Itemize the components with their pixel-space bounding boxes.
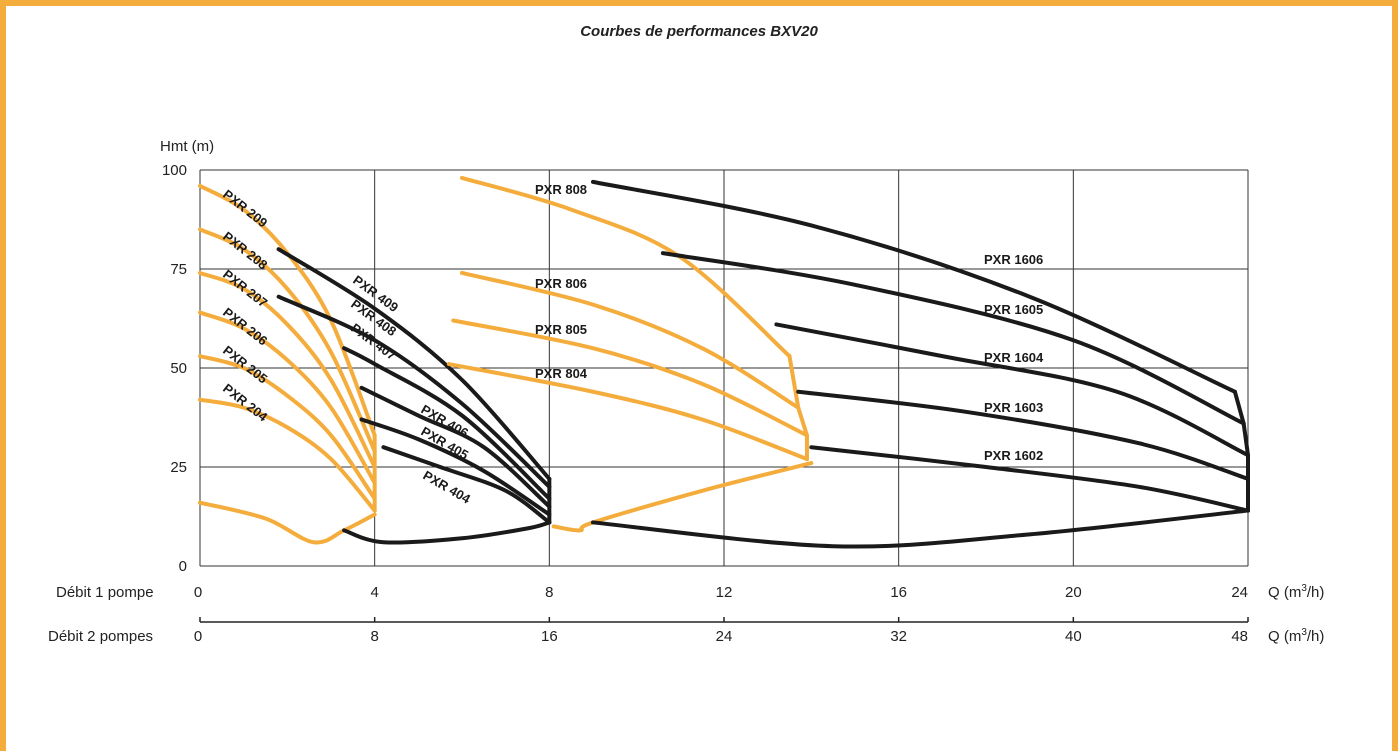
x1-tick-label: 24 — [1231, 584, 1248, 601]
series-label: PXR 207 — [220, 267, 270, 311]
series-curve — [359, 385, 552, 509]
series-curve — [460, 175, 792, 359]
series-curve — [276, 294, 552, 489]
series-curve — [198, 270, 377, 469]
series-curve — [198, 227, 377, 454]
x2-tick-label: 40 — [1065, 628, 1082, 645]
curve-end-link — [787, 354, 809, 462]
series-curve — [198, 354, 377, 501]
x2-tick-label: 24 — [716, 628, 733, 645]
x2-tick-label: 32 — [890, 628, 907, 645]
efficiency-envelope — [342, 520, 552, 545]
efficiency-envelope — [591, 508, 1250, 549]
series-curve — [451, 318, 809, 438]
series-curve — [342, 346, 552, 501]
performance-curves — [198, 175, 1250, 549]
series-label: PXR 1602 — [984, 448, 1043, 463]
series-curve — [809, 445, 1250, 513]
series-label: PXR 1605 — [984, 302, 1043, 317]
series-label: PXR 808 — [535, 182, 587, 197]
y-tick-label: 25 — [170, 459, 187, 476]
chart-title: Courbes de performances BXV20 — [580, 23, 818, 40]
x2-tick-label: 0 — [194, 628, 202, 645]
x-axis-2-label: Débit 2 pompes — [48, 628, 153, 645]
series-curve — [359, 417, 552, 517]
x2-tick-label: 8 — [370, 628, 378, 645]
series-curve — [460, 270, 801, 410]
efficiency-envelope — [551, 461, 814, 533]
series-label: PXR 1604 — [984, 350, 1044, 365]
series-curve — [198, 183, 377, 438]
y-tick-label: 50 — [170, 360, 187, 377]
y-tick-label: 100 — [162, 162, 187, 179]
grid — [199, 169, 1249, 567]
y-tick-label: 0 — [179, 558, 187, 575]
series-label: PXR 209 — [220, 187, 270, 231]
x2-tick-label: 16 — [541, 628, 558, 645]
x1-tick-label: 4 — [370, 584, 378, 601]
series-label: PXR 1603 — [984, 400, 1043, 415]
x1-tick-label: 0 — [194, 584, 202, 601]
series-curve — [796, 389, 1250, 481]
y-tick-label: 75 — [170, 261, 187, 278]
series-curve — [660, 251, 1246, 426]
series-label: PXR 208 — [220, 229, 270, 273]
x-axis-1-unit: Q (m3/h) — [1268, 583, 1324, 601]
x1-tick-label: 12 — [716, 584, 733, 601]
series-curve — [381, 445, 552, 525]
series-label: PXR 806 — [535, 276, 587, 291]
x1-tick-label: 20 — [1065, 584, 1082, 601]
series-label: PXR 1606 — [984, 252, 1043, 267]
series-curve — [198, 310, 377, 485]
series-curve — [276, 247, 552, 481]
x2-tick-label: 48 — [1231, 628, 1248, 645]
y-axis-label: Hmt (m) — [160, 138, 214, 155]
series-curve — [198, 397, 377, 513]
series-label: PXR 804 — [535, 366, 588, 381]
x-axis-1-label: Débit 1 pompe — [56, 584, 154, 601]
series-label: PXR 805 — [535, 322, 587, 337]
efficiency-envelope — [198, 500, 377, 545]
series-label: PXR 206 — [220, 305, 270, 349]
x-axis-2-unit: Q (m3/h) — [1268, 627, 1324, 645]
x1-tick-label: 8 — [545, 584, 553, 601]
series-curve — [774, 322, 1250, 458]
series-curve — [446, 362, 809, 462]
x1-tick-label: 16 — [890, 584, 907, 601]
series-curve — [591, 179, 1237, 394]
